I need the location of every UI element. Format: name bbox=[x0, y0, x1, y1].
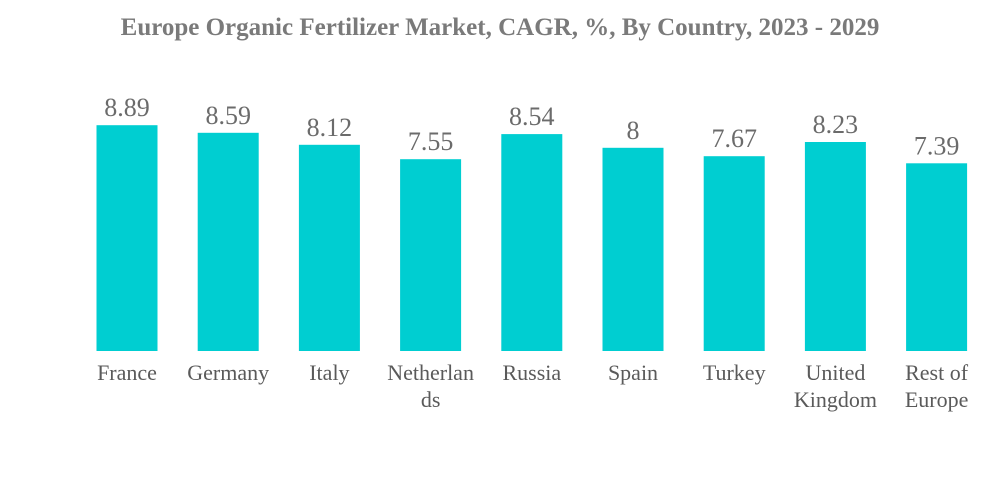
bar bbox=[906, 163, 968, 351]
x-tick-label-line: Russia bbox=[502, 360, 561, 385]
x-tick-label-line: Italy bbox=[309, 360, 349, 385]
x-tick-label: Germany bbox=[187, 360, 269, 385]
data-label: 8 bbox=[627, 116, 640, 145]
x-tick-label: Turkey bbox=[703, 360, 766, 385]
data-label: 8.12 bbox=[307, 113, 353, 142]
x-tick-label-line: Kingdom bbox=[794, 387, 877, 412]
x-tick-labels-layer: France Germany Italy Netherlan ds Russia Spain… bbox=[97, 360, 969, 412]
chart-title: Europe Organic Fertilizer Market, CAGR, … bbox=[120, 14, 880, 41]
x-tick-label: Rest of Europe bbox=[905, 360, 969, 412]
x-tick-label-line: Spain bbox=[608, 360, 658, 385]
value-labels-layer: 8.89 8.59 8.12 7.55 8.54 8 7.67 8.23 7.39 bbox=[104, 93, 959, 160]
x-tick-label: Netherlan ds bbox=[387, 360, 474, 412]
x-tick-label-line: United bbox=[805, 360, 865, 385]
bar bbox=[96, 125, 158, 351]
bar bbox=[298, 144, 360, 351]
bar bbox=[400, 159, 462, 351]
bar bbox=[197, 132, 259, 351]
data-label: 8.89 bbox=[104, 93, 150, 122]
data-label: 7.67 bbox=[711, 124, 757, 153]
data-label: 8.59 bbox=[205, 101, 251, 130]
x-tick-label-line: Netherlan bbox=[387, 360, 474, 385]
data-label: 8.23 bbox=[813, 110, 859, 139]
bar bbox=[804, 142, 866, 351]
bars-layer bbox=[96, 125, 968, 351]
x-tick-label: Russia bbox=[502, 360, 561, 385]
x-tick-label-line: France bbox=[97, 360, 157, 385]
x-tick-label-line: Turkey bbox=[703, 360, 766, 385]
x-tick-label-line: Rest of bbox=[905, 360, 969, 385]
bar bbox=[501, 134, 563, 351]
x-tick-label: United Kingdom bbox=[794, 360, 877, 412]
data-label: 8.54 bbox=[509, 102, 555, 131]
data-label: 7.39 bbox=[914, 131, 960, 160]
x-tick-label: Italy bbox=[309, 360, 349, 385]
x-tick-label: France bbox=[97, 360, 157, 385]
x-tick-label-line: ds bbox=[421, 387, 441, 412]
x-tick-label: Spain bbox=[608, 360, 658, 385]
data-label: 7.55 bbox=[408, 127, 454, 156]
bar bbox=[602, 147, 664, 351]
bar bbox=[703, 156, 765, 351]
x-tick-label-line: Europe bbox=[905, 387, 969, 412]
x-tick-label-line: Germany bbox=[187, 360, 269, 385]
